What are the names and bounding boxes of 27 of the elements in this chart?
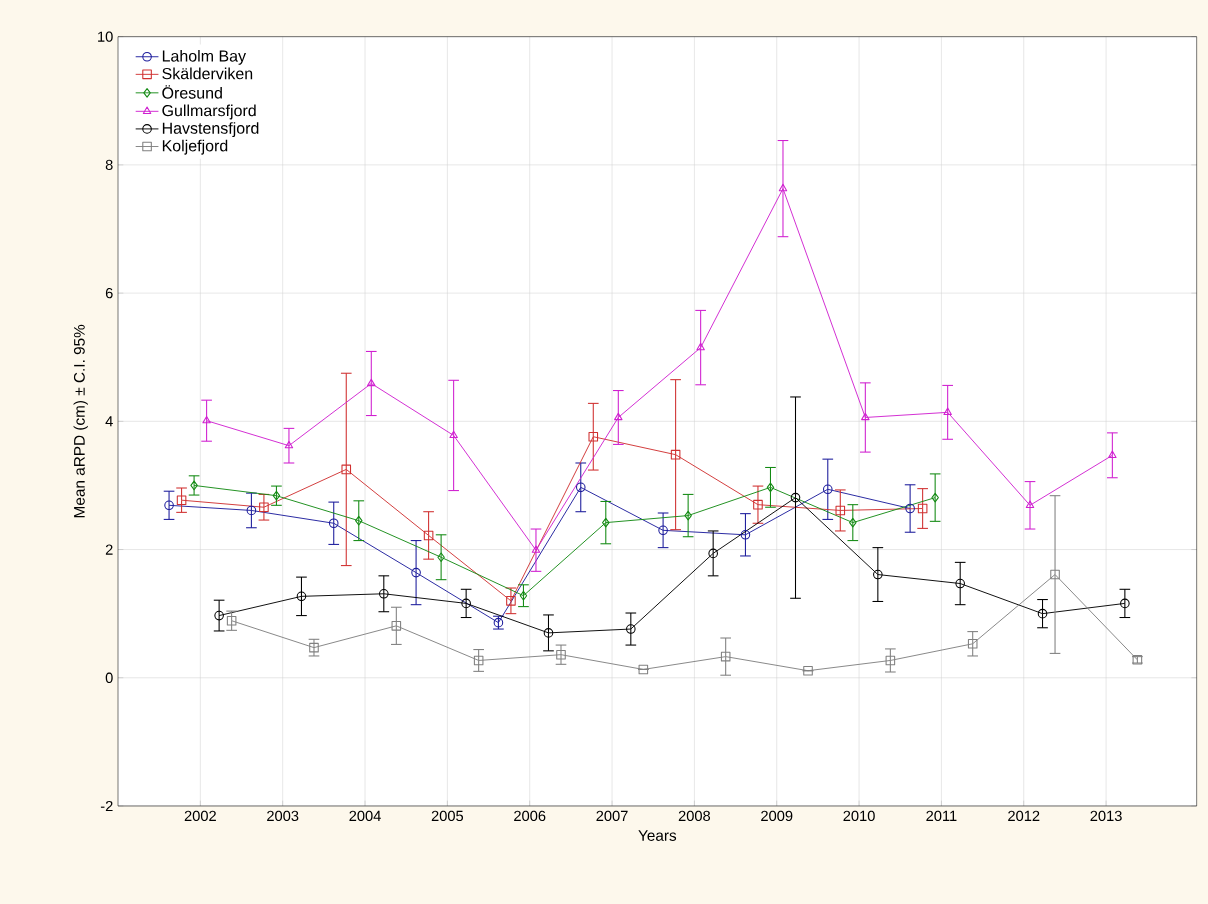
x-tick-label: 2005 bbox=[431, 810, 464, 822]
y-tick-label: 6 bbox=[105, 287, 113, 299]
x-tick-label: 2002 bbox=[184, 810, 216, 822]
legend-label: Koljefjord bbox=[162, 139, 228, 155]
legend-label: Skälderviken bbox=[162, 67, 253, 80]
x-tick-label: 2006 bbox=[514, 810, 546, 822]
x-tick-label: 2004 bbox=[349, 810, 381, 822]
y-axis-title: Mean aRPD (cm) ± C.I. 95% bbox=[73, 324, 88, 518]
x-tick-label: 2007 bbox=[596, 810, 628, 822]
x-axis-title: Years bbox=[638, 830, 677, 841]
y-tick-label: 0 bbox=[105, 672, 113, 683]
x-tick-label: 2008 bbox=[678, 810, 711, 822]
x-tick-label: 2012 bbox=[1008, 810, 1040, 822]
x-tick-label: 2010 bbox=[843, 810, 875, 822]
x-tick-label: 2013 bbox=[1090, 810, 1122, 822]
legend-label: Gullmarsfjord bbox=[162, 104, 256, 120]
legend-label: Öresund bbox=[162, 85, 222, 99]
x-tick-label: 2009 bbox=[761, 810, 793, 822]
legend-label: Laholm Bay bbox=[162, 49, 246, 65]
y-tick-label: -2 bbox=[100, 800, 113, 812]
y-tick-label: 10 bbox=[98, 31, 113, 42]
x-tick-label: 2011 bbox=[926, 810, 957, 822]
legend-label: Havstensfjord bbox=[162, 122, 259, 138]
x-tick-label: 2003 bbox=[267, 810, 299, 822]
y-tick-label: 2 bbox=[105, 544, 113, 555]
y-tick-label: 4 bbox=[105, 416, 113, 427]
y-tick-label: 8 bbox=[105, 159, 113, 171]
